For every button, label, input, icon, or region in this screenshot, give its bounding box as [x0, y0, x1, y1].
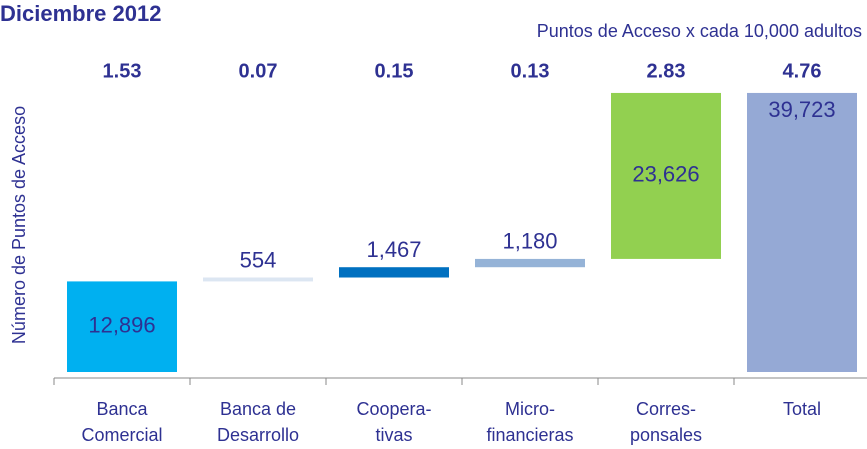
x-tick-label: Micro-financieras [486, 399, 573, 445]
value-label: 23,626 [632, 162, 699, 187]
x-tick-label-line: Banca de [220, 399, 296, 419]
rate-label: 4.76 [783, 60, 822, 82]
value-label: 1,180 [502, 229, 557, 254]
x-tick-label-line: Coopera- [356, 399, 431, 419]
x-tick-label: Banca Comercial [81, 399, 162, 445]
x-tick-label-line: tivas [375, 425, 412, 445]
y-axis-label: Número de Puntos de Acceso [9, 106, 29, 344]
x-tick-label-line: ponsales [630, 425, 702, 445]
x-tick-label: Coopera-tivas [356, 399, 431, 445]
x-tick-label-line: Comercial [81, 425, 162, 445]
x-tick-label-line: financieras [486, 425, 573, 445]
bar [339, 267, 449, 278]
value-label: 1,467 [366, 237, 421, 262]
x-tick-label-line: Desarrollo [217, 425, 299, 445]
value-label: 12,896 [88, 313, 155, 338]
rate-label: 0.07 [239, 60, 278, 82]
x-tick-label-line: Micro- [505, 399, 555, 419]
chart-title: Diciembre 2012 [0, 1, 161, 26]
value-label: 554 [240, 247, 277, 272]
value-label: 39,723 [768, 97, 835, 122]
rate-label: 0.15 [375, 60, 414, 82]
rate-label: 2.83 [647, 60, 686, 82]
x-tick-label: Banca de Desarrollo [217, 399, 299, 445]
x-tick-label-line: Total [783, 399, 821, 419]
chart-subtitle: Puntos de Acceso x cada 10,000 adultos [537, 21, 862, 41]
rate-label: 0.13 [511, 60, 550, 82]
bar [67, 281, 177, 372]
x-tick-label: Corres-ponsales [630, 399, 702, 445]
bar [475, 258, 585, 268]
x-tick-label-line: Corres- [636, 399, 696, 419]
bar [611, 92, 721, 259]
x-tick-label: Total [783, 399, 821, 419]
x-tick-label-line: Banca [96, 399, 148, 419]
bar [203, 277, 313, 282]
bar [747, 92, 857, 372]
rate-label: 1.53 [103, 60, 142, 82]
